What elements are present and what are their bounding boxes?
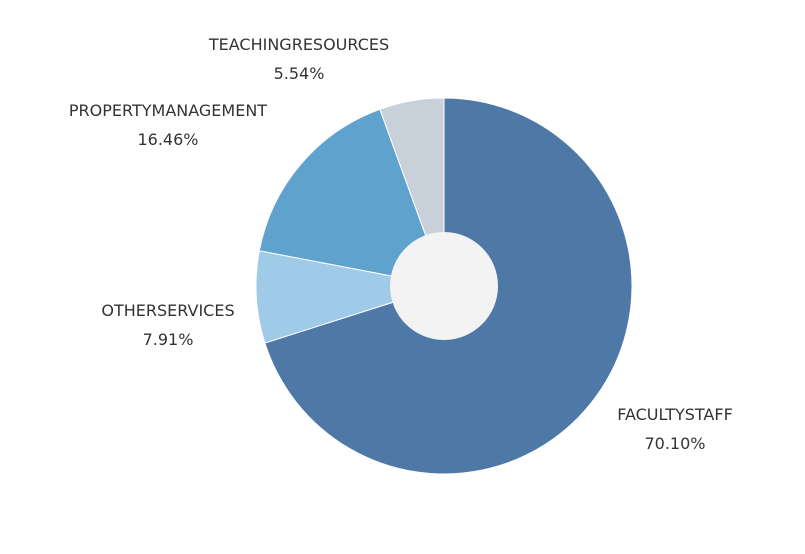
slice-label-propertymanagement: PROPERTYMANAGEMENT [69, 101, 267, 120]
pie-slice-propertymanagement [258, 108, 445, 287]
donut-center [390, 232, 498, 340]
slice-percent-otherservices: 7.91% [143, 330, 194, 349]
slice-label-teachingresources: TEACHINGRESOURCES [208, 35, 389, 54]
labels-group: FACULTYSTAFF 70.10% OTHERSERVICES 7.91% PROP… [69, 35, 733, 453]
slice-percent-facultystaff: 70.10% [644, 434, 705, 453]
slice-percent-propertymanagement: 16.46% [137, 130, 198, 149]
slice-label-facultystaff: FACULTYSTAFF [617, 405, 733, 424]
slice-percent-teachingresources: 5.54% [274, 64, 325, 83]
pie-slice-otherservices [255, 250, 445, 344]
slice-label-otherservices: OTHERSERVICES [101, 301, 234, 320]
